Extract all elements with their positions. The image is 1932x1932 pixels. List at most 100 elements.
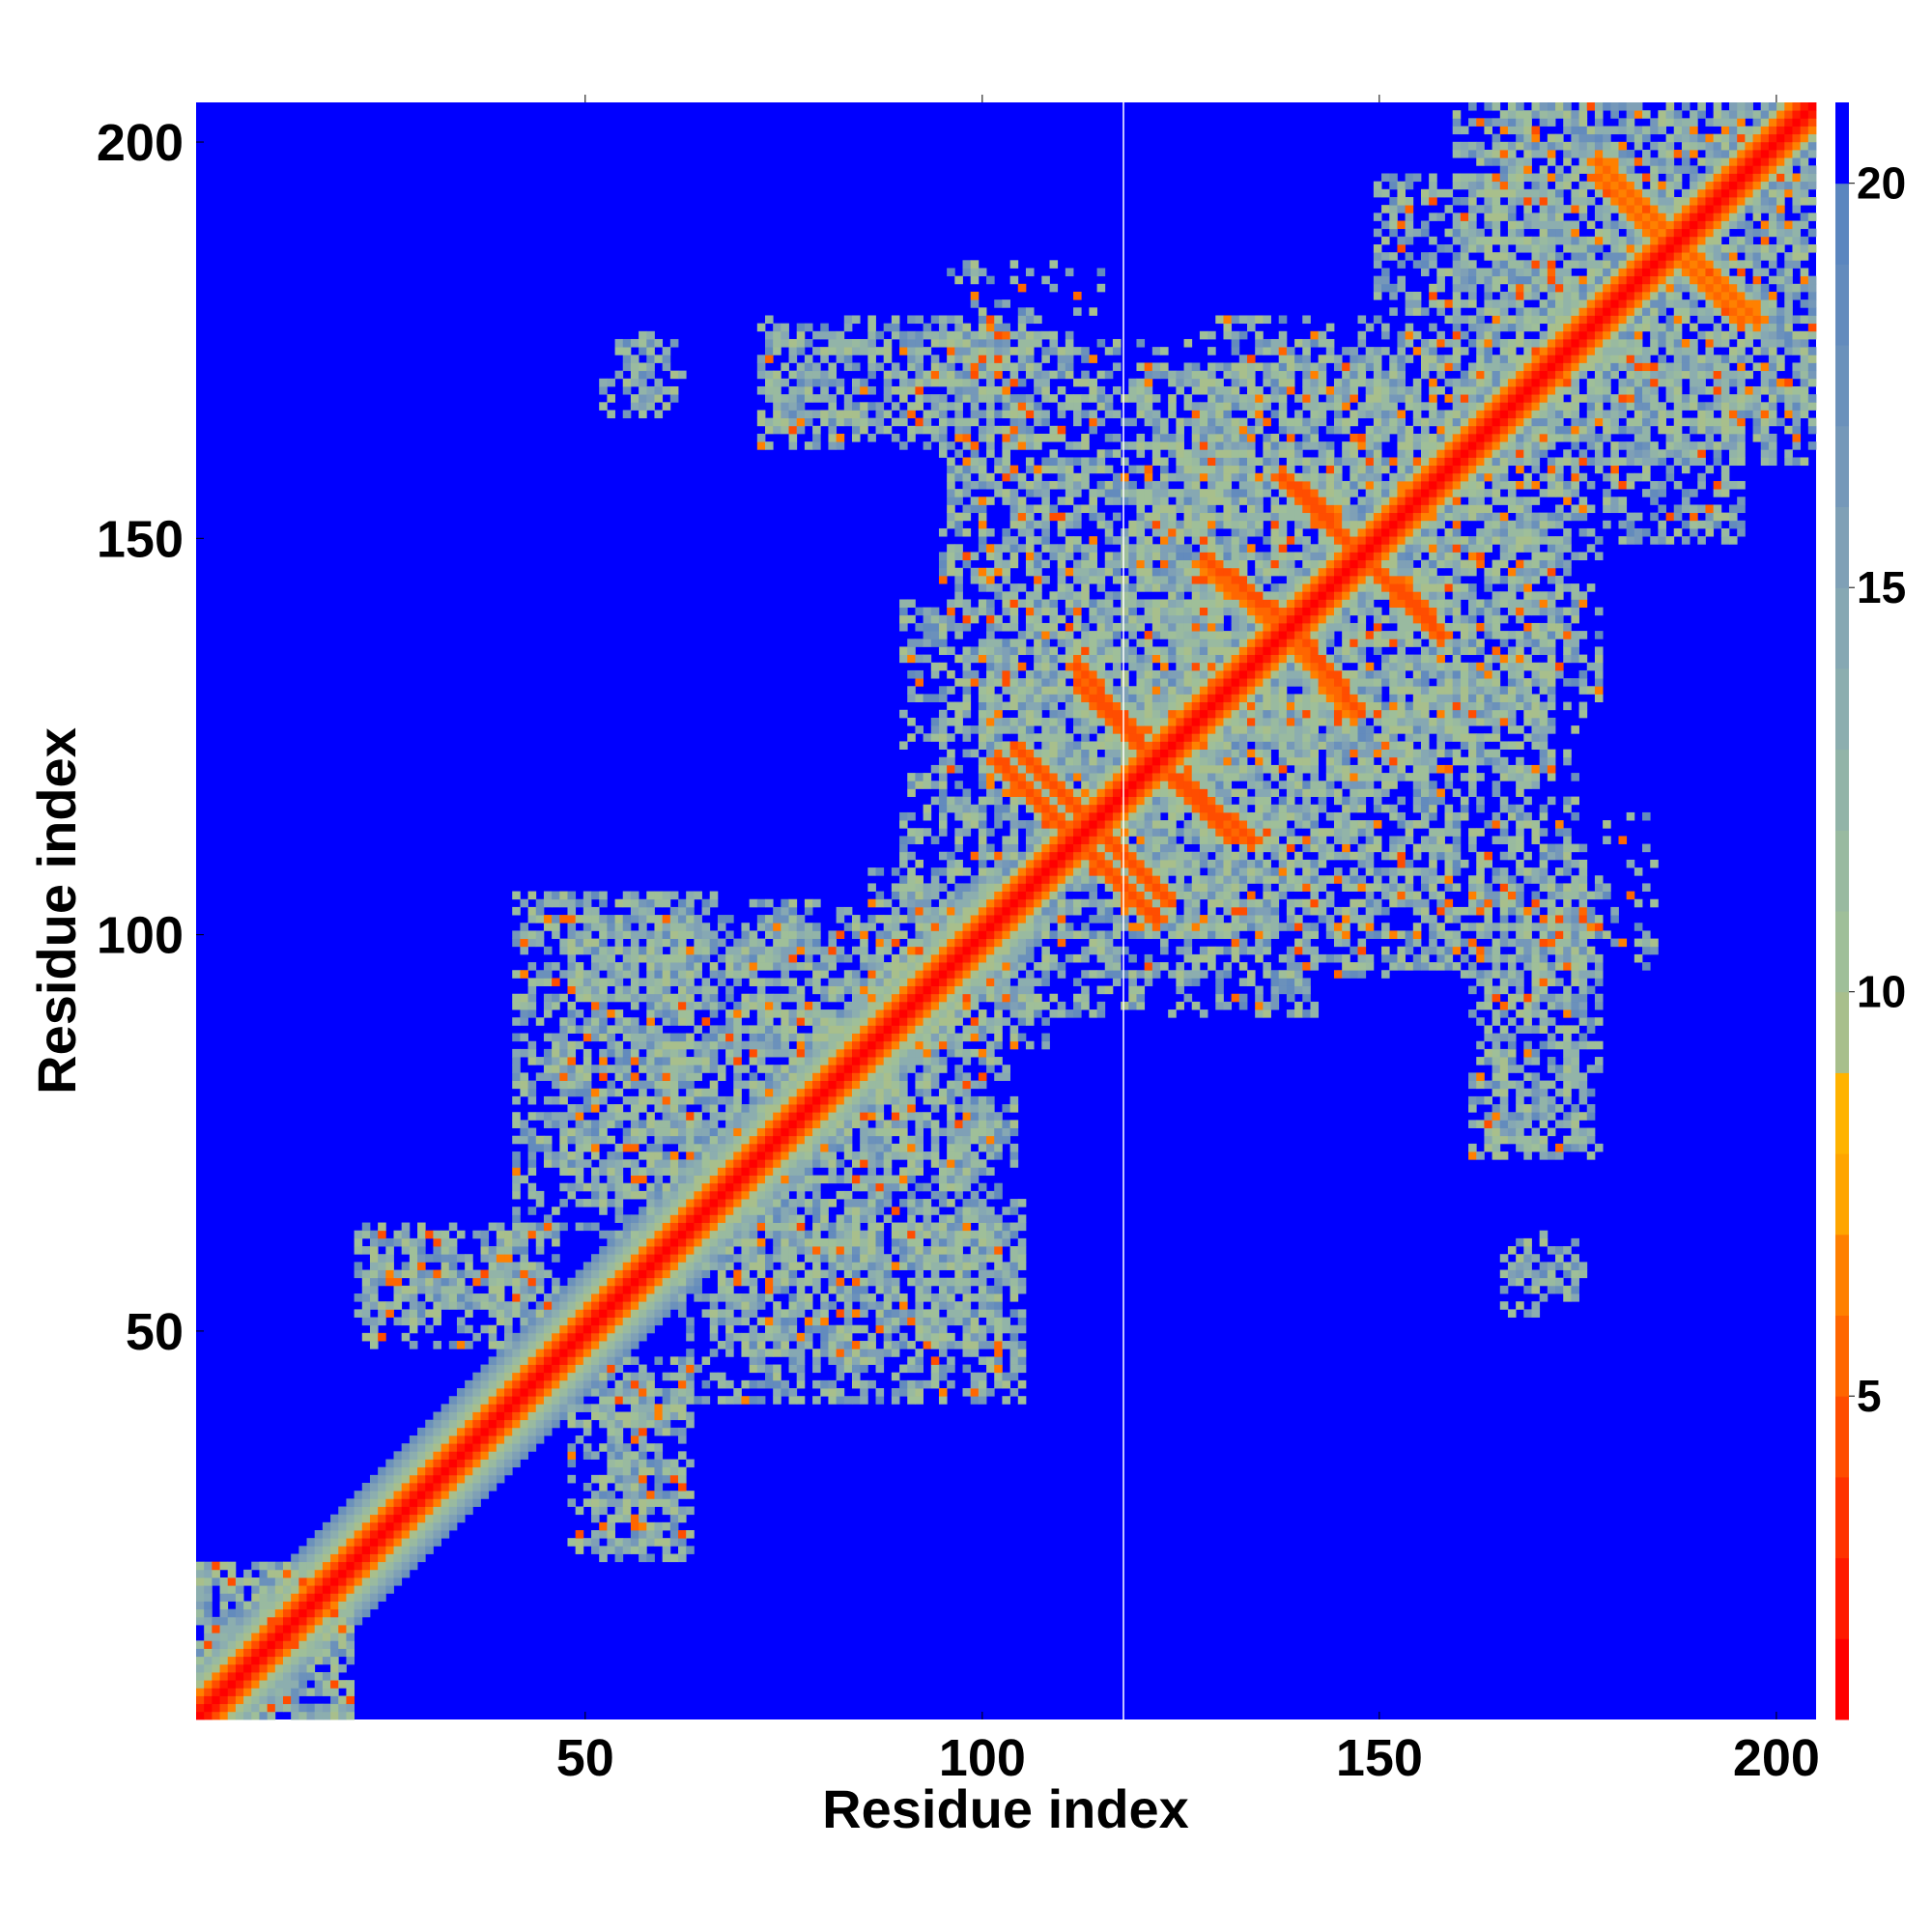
heatmap-cell — [765, 315, 774, 325]
heatmap-cell — [662, 978, 671, 986]
heatmap-cell — [361, 1246, 371, 1255]
heatmap-cell — [417, 1237, 426, 1247]
heatmap-cell — [227, 1695, 237, 1705]
heatmap-cell — [741, 1317, 751, 1326]
heatmap-cell — [543, 915, 553, 923]
heatmap-cell — [954, 347, 963, 355]
heatmap-cell — [938, 1017, 948, 1026]
heatmap-cell — [306, 1663, 316, 1673]
heatmap-cell — [520, 1388, 528, 1397]
heatmap-cell — [875, 1182, 885, 1192]
heatmap-cell — [781, 1048, 789, 1058]
heatmap-cell — [504, 1466, 513, 1476]
heatmap-cell — [361, 1530, 371, 1539]
heatmap-cell — [781, 1388, 789, 1397]
heatmap-cell — [820, 1159, 829, 1168]
heatmap-cell — [267, 1711, 276, 1720]
heatmap-cell — [646, 978, 655, 986]
heatmap-cell — [970, 1167, 980, 1176]
heatmap-cell — [219, 1703, 229, 1713]
heatmap-cell — [907, 315, 916, 325]
heatmap-cell — [306, 1633, 316, 1641]
heatmap-cell — [582, 1356, 592, 1365]
heatmap-cell — [409, 1491, 418, 1499]
heatmap-cell — [488, 1427, 497, 1436]
heatmap-cell — [686, 923, 695, 931]
heatmap-cell — [259, 1703, 269, 1713]
heatmap-cell — [575, 1419, 584, 1429]
heatmap-cell — [828, 1065, 838, 1073]
heatmap-cell — [378, 1269, 386, 1279]
heatmap-cell — [947, 756, 955, 766]
heatmap-cell — [322, 1688, 331, 1696]
heatmap-cell — [986, 575, 995, 584]
heatmap-cell — [559, 1143, 568, 1152]
heatmap-cell — [709, 1293, 719, 1302]
heatmap-cell — [243, 1711, 252, 1720]
heatmap-cell — [812, 1135, 821, 1145]
heatmap-cell — [472, 1459, 481, 1468]
heatmap-cell — [843, 1175, 853, 1184]
heatmap-cell — [891, 1324, 900, 1334]
heatmap-cell — [425, 1530, 434, 1539]
heatmap-cell — [938, 1262, 948, 1270]
heatmap-cell — [535, 1301, 545, 1310]
heatmap-cell — [582, 970, 592, 979]
heatmap-cell — [488, 1419, 497, 1429]
heatmap-cell — [843, 394, 853, 403]
heatmap-cell — [543, 1419, 553, 1429]
heatmap-cell — [812, 1317, 821, 1326]
heatmap-cell — [891, 1246, 900, 1255]
heatmap-cell — [938, 370, 948, 380]
heatmap-cell — [947, 717, 955, 726]
heatmap-cell — [765, 1025, 774, 1034]
heatmap-cell — [930, 915, 940, 923]
heatmap-cell — [741, 1190, 751, 1200]
heatmap-cell — [725, 1246, 734, 1255]
heatmap-cell — [836, 1356, 845, 1365]
heatmap-cell — [725, 953, 734, 963]
heatmap-cell — [440, 1293, 450, 1302]
heatmap-cell — [654, 1419, 664, 1429]
heatmap-cell — [923, 828, 932, 837]
heatmap-cell — [346, 1521, 355, 1531]
heatmap-cell — [915, 1088, 923, 1097]
heatmap-cell — [796, 1143, 806, 1152]
heatmap-cell — [496, 1404, 505, 1412]
heatmap-cell — [527, 1379, 537, 1389]
heatmap-cell — [669, 1065, 679, 1073]
heatmap-cell — [851, 1095, 861, 1105]
heatmap-cell — [701, 1379, 711, 1389]
heatmap-cell — [741, 1207, 751, 1215]
heatmap-cell — [306, 1561, 316, 1571]
heatmap-cell — [867, 1057, 876, 1065]
heatmap-cell — [954, 836, 963, 844]
heatmap-cell — [646, 1254, 655, 1263]
heatmap-cell — [843, 1127, 853, 1137]
heatmap-cell — [725, 1324, 734, 1334]
heatmap-cell — [694, 1040, 702, 1050]
heatmap-cell — [694, 1364, 702, 1374]
heatmap-cell — [765, 1127, 774, 1137]
heatmap-cell — [282, 1648, 292, 1658]
heatmap-cell — [970, 1349, 980, 1357]
heatmap-cell — [773, 1388, 781, 1397]
heatmap-cell — [828, 1175, 838, 1184]
heatmap-cell — [709, 1057, 719, 1065]
heatmap-cell — [599, 1135, 608, 1145]
heatmap-cell — [733, 1332, 742, 1342]
heatmap-cell — [496, 1285, 505, 1294]
heatmap-cell — [669, 1072, 679, 1081]
heatmap-cell — [686, 1095, 695, 1105]
heatmap-cell — [788, 1293, 798, 1302]
heatmap-cell — [820, 962, 829, 971]
heatmap-cell — [930, 1143, 940, 1152]
heatmap-cell — [717, 1040, 726, 1050]
heatmap-cell — [599, 1553, 608, 1563]
heatmap-cell — [725, 1207, 734, 1215]
heatmap-cell — [828, 1230, 838, 1239]
heatmap-cell — [781, 1332, 789, 1342]
heatmap-cell — [227, 1608, 237, 1618]
heatmap-cell — [930, 1317, 940, 1326]
heatmap-cell — [970, 1001, 980, 1010]
